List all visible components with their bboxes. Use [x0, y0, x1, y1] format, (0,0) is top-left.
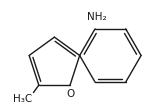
Text: H₃C: H₃C — [13, 94, 32, 104]
Text: O: O — [67, 89, 75, 99]
Text: NH₂: NH₂ — [87, 12, 106, 22]
